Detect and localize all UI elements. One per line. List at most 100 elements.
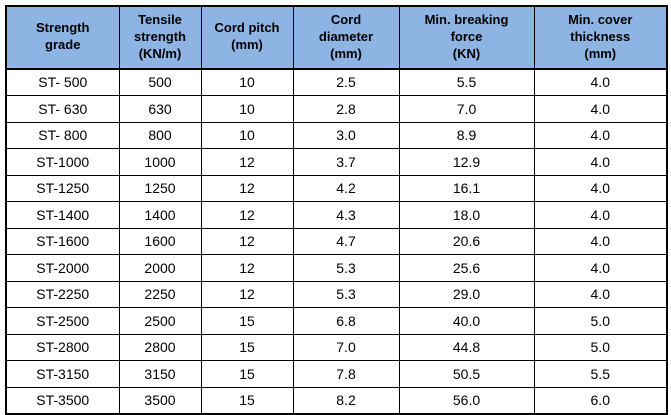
cell-strength-grade: ST-1000 bbox=[5, 148, 120, 176]
cell-min-cover-thickness: 4.0 bbox=[533, 227, 668, 256]
cell-min-cover-thickness: 4.0 bbox=[533, 174, 668, 203]
cell-cord-pitch: 12 bbox=[200, 174, 294, 203]
cell-min-breaking-force: 18.0 bbox=[398, 201, 535, 229]
cell-cord-diameter: 2.8 bbox=[292, 95, 400, 123]
cell-cord-diameter: 4.3 bbox=[292, 201, 400, 229]
cell-tensile-strength: 500 bbox=[118, 68, 202, 97]
column-header-tensile-strength: Tensile strength (KN/m) bbox=[118, 5, 202, 70]
cell-min-cover-thickness: 4.0 bbox=[533, 95, 668, 123]
cell-cord-diameter: 5.3 bbox=[292, 254, 400, 282]
cell-cord-diameter: 7.0 bbox=[292, 333, 400, 362]
cell-strength-grade: ST-2800 bbox=[5, 333, 120, 362]
column-header-min-cover-thickness: Min. cover thickness (mm) bbox=[533, 5, 668, 70]
cell-min-cover-thickness: 4.0 bbox=[533, 201, 668, 229]
cell-strength-grade: ST-1600 bbox=[5, 227, 120, 256]
table-row: ST- 630 630 10 2.8 7.0 4.0 bbox=[5, 95, 668, 123]
cell-cord-diameter: 8.2 bbox=[292, 386, 400, 415]
table-header: Strength grade Tensile strength (KN/m) Cor… bbox=[5, 5, 668, 70]
column-header-strength-grade: Strength grade bbox=[5, 5, 120, 70]
cell-cord-pitch: 12 bbox=[200, 201, 294, 229]
cell-tensile-strength: 800 bbox=[118, 121, 202, 150]
cell-min-cover-thickness: 4.0 bbox=[533, 121, 668, 150]
cell-min-breaking-force: 12.9 bbox=[398, 148, 535, 176]
cell-min-breaking-force: 16.1 bbox=[398, 174, 535, 203]
column-header-min-breaking-force: Min. breaking force (KN) bbox=[398, 5, 535, 70]
cell-strength-grade: ST-2000 bbox=[5, 254, 120, 282]
cell-tensile-strength: 630 bbox=[118, 95, 202, 123]
cell-tensile-strength: 1400 bbox=[118, 201, 202, 229]
cell-strength-grade: ST- 800 bbox=[5, 121, 120, 150]
cell-cord-diameter: 3.7 bbox=[292, 148, 400, 176]
cell-cord-diameter: 2.5 bbox=[292, 68, 400, 97]
table-row: ST-1600 1600 12 4.7 20.6 4.0 bbox=[5, 227, 668, 256]
cell-cord-pitch: 15 bbox=[200, 360, 294, 388]
cell-min-cover-thickness: 4.0 bbox=[533, 280, 668, 309]
table-row: ST-1250 1250 12 4.2 16.1 4.0 bbox=[5, 174, 668, 203]
cell-tensile-strength: 3500 bbox=[118, 386, 202, 415]
cell-min-breaking-force: 5.5 bbox=[398, 68, 535, 97]
cell-cord-pitch: 15 bbox=[200, 333, 294, 362]
cell-tensile-strength: 1000 bbox=[118, 148, 202, 176]
cell-cord-pitch: 10 bbox=[200, 68, 294, 97]
cell-min-cover-thickness: 6.0 bbox=[533, 386, 668, 415]
cell-cord-pitch: 12 bbox=[200, 254, 294, 282]
cell-min-breaking-force: 29.0 bbox=[398, 280, 535, 309]
cell-min-cover-thickness: 5.5 bbox=[533, 360, 668, 388]
cell-cord-diameter: 3.0 bbox=[292, 121, 400, 150]
cell-strength-grade: ST-1250 bbox=[5, 174, 120, 203]
cell-strength-grade: ST-2500 bbox=[5, 307, 120, 335]
table-row: ST- 500 500 10 2.5 5.5 4.0 bbox=[5, 68, 668, 97]
cell-cord-diameter: 7.8 bbox=[292, 360, 400, 388]
table-row: ST-2800 2800 15 7.0 44.8 5.0 bbox=[5, 333, 668, 362]
column-header-cord-pitch: Cord pitch (mm) bbox=[200, 5, 294, 70]
cell-cord-pitch: 15 bbox=[200, 307, 294, 335]
cell-cord-diameter: 4.2 bbox=[292, 174, 400, 203]
table-row: ST- 800 800 10 3.0 8.9 4.0 bbox=[5, 121, 668, 150]
cell-min-cover-thickness: 4.0 bbox=[533, 148, 668, 176]
cell-cord-diameter: 6.8 bbox=[292, 307, 400, 335]
cell-min-breaking-force: 56.0 bbox=[398, 386, 535, 415]
table-row: ST-1000 1000 12 3.7 12.9 4.0 bbox=[5, 148, 668, 176]
cell-tensile-strength: 3150 bbox=[118, 360, 202, 388]
table-row: ST-2000 2000 12 5.3 25.6 4.0 bbox=[5, 254, 668, 282]
cell-min-breaking-force: 8.9 bbox=[398, 121, 535, 150]
header-row: Strength grade Tensile strength (KN/m) Cor… bbox=[5, 5, 668, 70]
cell-min-cover-thickness: 5.0 bbox=[533, 333, 668, 362]
cell-min-breaking-force: 50.5 bbox=[398, 360, 535, 388]
cell-strength-grade: ST-2250 bbox=[5, 280, 120, 309]
cell-cord-pitch: 12 bbox=[200, 148, 294, 176]
cell-min-cover-thickness: 5.0 bbox=[533, 307, 668, 335]
cell-min-cover-thickness: 4.0 bbox=[533, 68, 668, 97]
cell-cord-diameter: 5.3 bbox=[292, 280, 400, 309]
cell-strength-grade: ST-3500 bbox=[5, 386, 120, 415]
cell-strength-grade: ST- 630 bbox=[5, 95, 120, 123]
cell-min-breaking-force: 25.6 bbox=[398, 254, 535, 282]
cell-cord-pitch: 10 bbox=[200, 121, 294, 150]
cell-tensile-strength: 2800 bbox=[118, 333, 202, 362]
cell-cord-pitch: 10 bbox=[200, 95, 294, 123]
cell-cord-pitch: 12 bbox=[200, 227, 294, 256]
table-body: ST- 500 500 10 2.5 5.5 4.0 ST- 630 630 10 2.8 7.0 4… bbox=[5, 68, 668, 415]
cell-tensile-strength: 2250 bbox=[118, 280, 202, 309]
cell-strength-grade: ST-1400 bbox=[5, 201, 120, 229]
spec-table: Strength grade Tensile strength (KN/m) Cor… bbox=[5, 5, 668, 415]
table-row: ST-1400 1400 12 4.3 18.0 4.0 bbox=[5, 201, 668, 229]
cell-strength-grade: ST-3150 bbox=[5, 360, 120, 388]
cell-strength-grade: ST- 500 bbox=[5, 68, 120, 97]
cell-cord-diameter: 4.7 bbox=[292, 227, 400, 256]
table-row: ST-2500 2500 15 6.8 40.0 5.0 bbox=[5, 307, 668, 335]
cell-tensile-strength: 2000 bbox=[118, 254, 202, 282]
cell-min-breaking-force: 44.8 bbox=[398, 333, 535, 362]
column-header-cord-diameter: Cord diameter (mm) bbox=[292, 5, 400, 70]
cell-min-breaking-force: 7.0 bbox=[398, 95, 535, 123]
cell-tensile-strength: 2500 bbox=[118, 307, 202, 335]
cell-cord-pitch: 12 bbox=[200, 280, 294, 309]
table-row: ST-3150 3150 15 7.8 50.5 5.5 bbox=[5, 360, 668, 388]
cell-min-cover-thickness: 4.0 bbox=[533, 254, 668, 282]
table-row: ST-2250 2250 12 5.3 29.0 4.0 bbox=[5, 280, 668, 309]
table-row: ST-3500 3500 15 8.2 56.0 6.0 bbox=[5, 386, 668, 415]
cell-tensile-strength: 1250 bbox=[118, 174, 202, 203]
cell-tensile-strength: 1600 bbox=[118, 227, 202, 256]
cell-min-breaking-force: 20.6 bbox=[398, 227, 535, 256]
